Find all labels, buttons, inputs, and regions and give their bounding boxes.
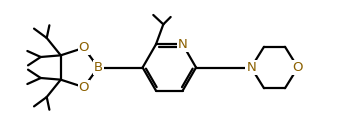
Text: N: N [246, 61, 256, 74]
Text: B: B [94, 61, 103, 74]
Text: N: N [178, 38, 188, 51]
Text: O: O [293, 61, 303, 74]
Text: O: O [78, 41, 89, 54]
Text: O: O [78, 81, 89, 94]
